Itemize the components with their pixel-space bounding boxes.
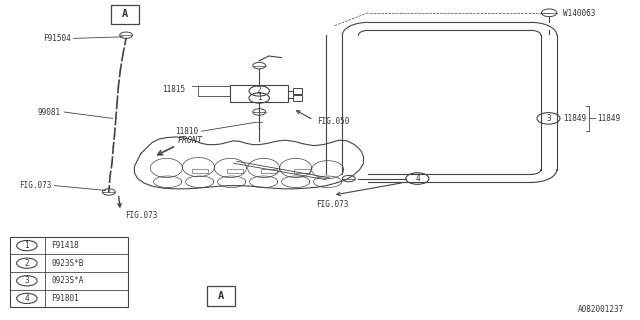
Text: FIG.073: FIG.073 [317, 200, 349, 209]
Bar [294, 169, 310, 173]
Text: 2: 2 [257, 86, 262, 95]
Bar [230, 85, 288, 102]
Text: 0923S*A: 0923S*A [51, 276, 84, 285]
Bar [192, 169, 208, 173]
Text: FIG.073: FIG.073 [19, 181, 51, 190]
Text: 4: 4 [415, 174, 420, 183]
Bar [10, 237, 128, 307]
Text: 11810: 11810 [175, 127, 198, 136]
Bar [292, 95, 302, 101]
Text: 11849: 11849 [563, 114, 586, 123]
Text: A082001237: A082001237 [578, 305, 624, 314]
Text: 11815: 11815 [163, 85, 186, 94]
Text: W140063: W140063 [563, 9, 596, 18]
Bar [261, 169, 277, 173]
Text: 3: 3 [24, 276, 29, 285]
Text: 1: 1 [24, 241, 29, 250]
Text: A: A [122, 9, 128, 20]
Text: 1: 1 [257, 93, 262, 102]
Text: F91801: F91801 [51, 294, 79, 303]
Text: 4: 4 [24, 294, 29, 303]
Text: F91504: F91504 [43, 34, 70, 43]
Text: FRONT: FRONT [178, 136, 203, 145]
Text: A: A [218, 291, 224, 301]
Bar [227, 169, 243, 173]
Text: 0923S*B: 0923S*B [51, 259, 84, 268]
Text: 3: 3 [546, 114, 551, 123]
Text: 99081: 99081 [38, 108, 61, 116]
Text: 2: 2 [24, 259, 29, 268]
Text: F91418: F91418 [51, 241, 79, 250]
Text: FIG.050: FIG.050 [317, 117, 349, 126]
Bar [292, 88, 302, 94]
Bar [207, 286, 235, 306]
Text: FIG.073: FIG.073 [125, 212, 157, 220]
Text: 11849: 11849 [597, 114, 620, 123]
Bar [111, 5, 139, 24]
